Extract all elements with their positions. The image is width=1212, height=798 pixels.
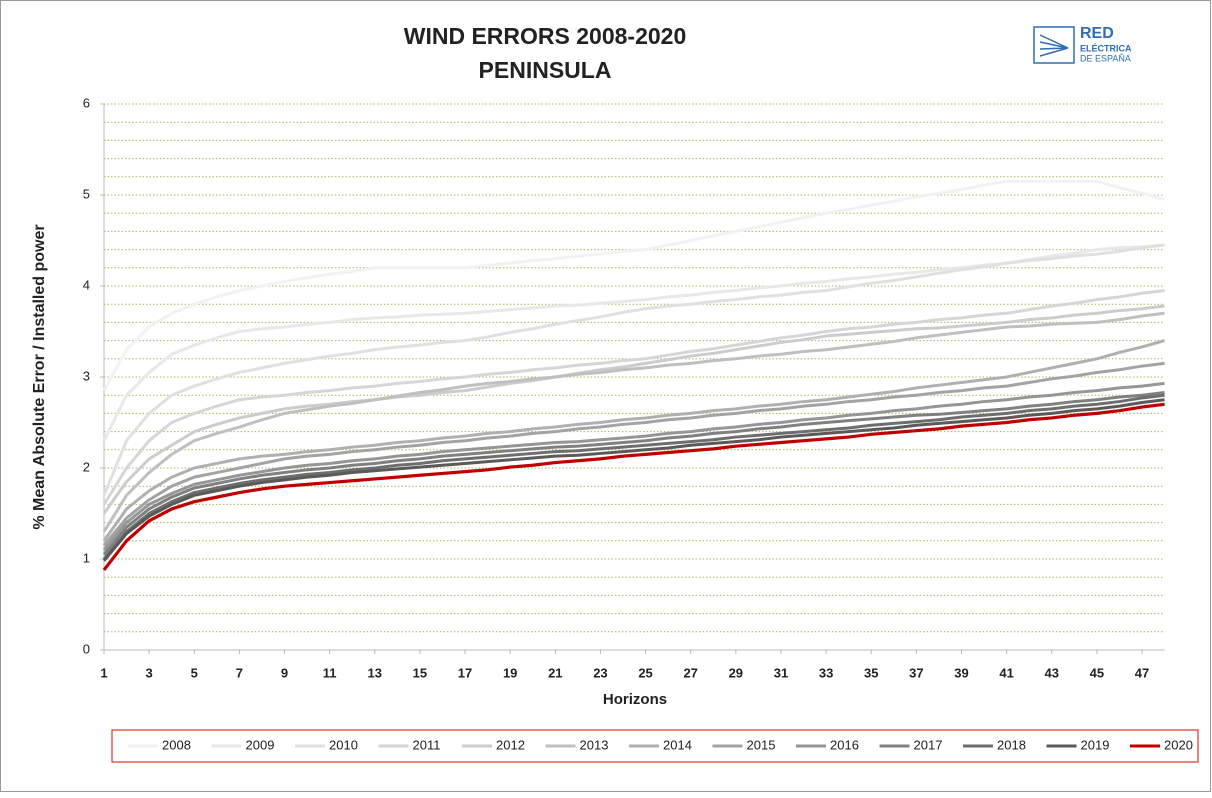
- x-tick-label: 1: [100, 665, 107, 680]
- series-line: [102, 393, 1165, 560]
- series-line: [102, 361, 1165, 547]
- y-tick-label: 2: [83, 459, 90, 474]
- x-tick-label: 7: [236, 665, 243, 680]
- series-line: [102, 289, 1165, 506]
- series-line: [102, 179, 1165, 392]
- y-tick-label: 3: [83, 368, 90, 383]
- y-tick-label: 4: [83, 277, 90, 292]
- x-tick-label: 15: [413, 665, 427, 680]
- logo: RED ELÉCTRICA DE ESPAÑA: [1033, 25, 1132, 64]
- x-tick-label: 37: [909, 665, 923, 680]
- legend: 2008 2009 2010 2011 2012 2013 2014 2015 2016 2017…: [128, 737, 1193, 752]
- legend-label: 2015: [747, 737, 776, 752]
- logo-box: [1033, 26, 1075, 64]
- series-line: [102, 402, 1165, 571]
- series-line: [102, 390, 1165, 556]
- y-tick-label: 6: [83, 95, 90, 110]
- x-tick-label: 23: [593, 665, 607, 680]
- x-tick-label: 35: [864, 665, 878, 680]
- y-tick-label: 1: [83, 550, 90, 565]
- legend-label: 2012: [496, 737, 525, 752]
- x-tick-label: 19: [503, 665, 517, 680]
- x-tick-label: 39: [954, 665, 968, 680]
- x-tick-label: 31: [774, 665, 788, 680]
- x-tick-label: 9: [281, 665, 288, 680]
- x-tick-label: 29: [729, 665, 743, 680]
- y-tick-label: 0: [83, 641, 90, 656]
- legend-label: 2018: [997, 737, 1026, 752]
- logo-text: RED: [1080, 25, 1114, 42]
- lines: [102, 179, 1165, 571]
- legend-label: 2019: [1081, 737, 1110, 752]
- x-tick-label: 27: [683, 665, 697, 680]
- series-line: [102, 243, 1165, 496]
- legend-label: 2014: [663, 737, 692, 752]
- series-line: [102, 304, 1165, 515]
- chart-title: WIND ERRORS 2008-2020: [404, 23, 687, 49]
- chart-subtitle: PENINSULA: [479, 57, 612, 83]
- legend-label: 2020: [1164, 737, 1193, 752]
- y-tick-label: 5: [83, 186, 90, 201]
- x-axis-label: Horizons: [603, 691, 667, 708]
- x-tick-label: 11: [323, 665, 337, 680]
- x-tick-label: 17: [458, 665, 472, 680]
- x-tick-label: 3: [146, 665, 153, 680]
- x-tick-label: 43: [1045, 665, 1059, 680]
- legend-label: 2017: [914, 737, 943, 752]
- logo-icon: [1039, 34, 1069, 57]
- series-line: [102, 381, 1165, 551]
- logo-text: ELÉCTRICA: [1080, 43, 1132, 53]
- x-tick-label: 33: [819, 665, 833, 680]
- series-line: [102, 311, 1165, 533]
- legend-label: 2008: [162, 737, 191, 752]
- series-line: [102, 398, 1165, 562]
- x-tick-label: 45: [1090, 665, 1104, 680]
- series-line: [102, 339, 1165, 542]
- x-tick-label: 41: [999, 665, 1013, 680]
- legend-label: 2011: [413, 737, 441, 752]
- legend-box: [111, 729, 1199, 763]
- legend-label: 2013: [580, 737, 609, 752]
- legend-label: 2009: [246, 737, 275, 752]
- y-axis-label: % Mean Absolute Error / Installed power: [31, 224, 48, 529]
- x-tick-label: 5: [191, 665, 198, 680]
- logo-text: DE ESPAÑA: [1080, 53, 1131, 63]
- x-tick-label: 21: [548, 665, 562, 680]
- x-tick-label: 47: [1135, 665, 1149, 680]
- legend-label: 2016: [830, 737, 859, 752]
- x-tick-label: 13: [368, 665, 382, 680]
- x-tick-label: 25: [638, 665, 652, 680]
- legend-label: 2010: [329, 737, 358, 752]
